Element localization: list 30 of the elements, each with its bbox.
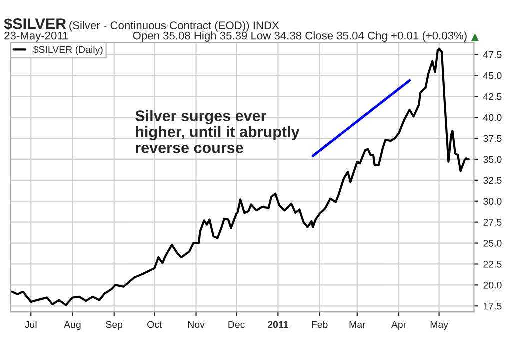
chart-title: $SILVER (Silver - Continuous Contract (EOD)) INDX — [4, 18, 280, 32]
y-tick-label: 20.0 — [484, 282, 502, 289]
y-tick-label: 32.5 — [484, 177, 502, 184]
y-tick-label: 45.0 — [483, 72, 502, 80]
chart-subtitle: 23-May-2011 — [4, 32, 68, 42]
x-tick-label: Apr — [391, 321, 406, 330]
y-tick-label: 47.5 — [483, 52, 502, 58]
x-tick-label: Dec — [228, 321, 245, 328]
legend-label: $SILVER (Daily) — [33, 46, 103, 56]
y-tick-label: 30.0 — [484, 198, 502, 205]
y-tick-label: 35.0 — [484, 156, 502, 164]
line-series — [11, 48, 470, 306]
y-tick-label: 42.5 — [483, 93, 502, 100]
y-tick-label: 37.5 — [484, 135, 502, 142]
x-tick-label: Nov — [188, 321, 205, 328]
x-tick-label: May — [430, 321, 448, 330]
x-tick-label: Feb — [312, 321, 328, 328]
annotation: Silver surges ever higher, until it abruptly reverse course — [136, 110, 300, 154]
y-tick-label: 25.0 — [484, 240, 502, 247]
text: Open 35.08 High 35.39 Low 34.38 Close 35.04 Chg +0.01 (+0.03%) — [133, 32, 467, 42]
x-tick-label: 2011 — [268, 321, 288, 328]
x-tick-label: Oct — [148, 321, 162, 328]
y-tick-label: 17.5 — [484, 302, 502, 310]
x-tick-label: Sep — [106, 321, 123, 330]
x-tick-label: Mar — [350, 321, 366, 328]
x-tick-label: Jul — [25, 321, 37, 328]
x-tick-label: Aug — [64, 321, 81, 330]
y-tick-label: 22.5 — [484, 260, 502, 268]
y-tick-label: 40.0 — [483, 114, 502, 122]
y-tick-label: 27.5 — [484, 219, 502, 226]
